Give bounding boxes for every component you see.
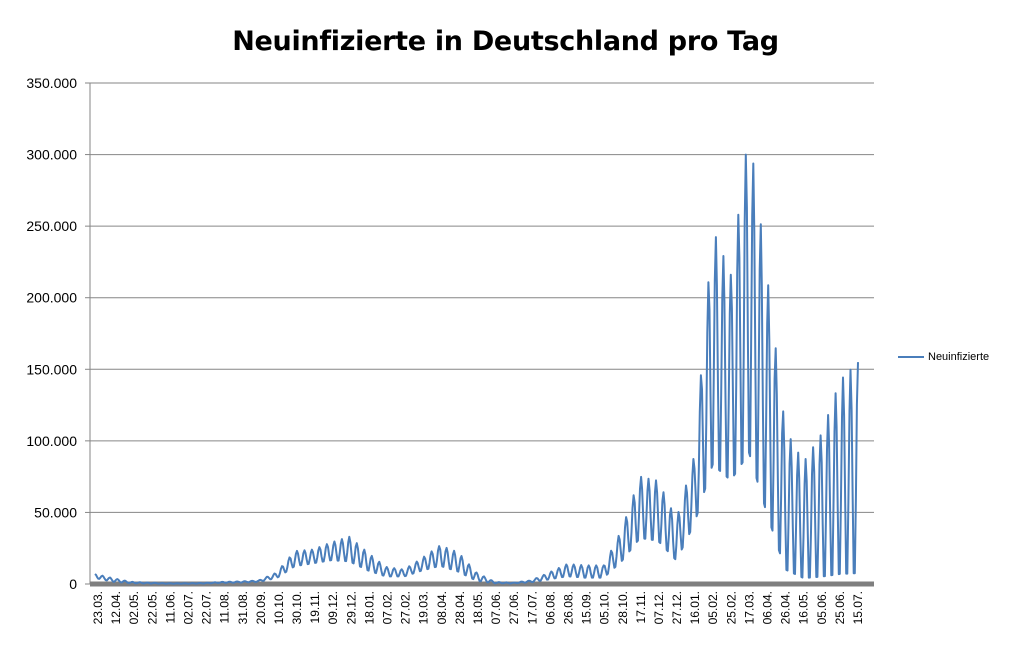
chart-title: Neuinfizierte in Deutschland pro Tag: [232, 26, 779, 57]
x-tick-label: 12.04.: [109, 591, 123, 624]
x-tick-label: 25.06.: [833, 591, 847, 624]
y-tick-label: 200.000: [26, 290, 77, 306]
y-tick-label: 100.000: [26, 433, 77, 449]
series-line-neuinfizierte: [94, 153, 859, 585]
x-tick-label: 07.12.: [652, 591, 666, 624]
x-tick-label: 15.07.: [851, 591, 865, 624]
y-tick-labels: 0 50.000 100.000 150.000 200.000 250.000 300.0…: [26, 75, 77, 592]
x-tick-label: 28.10.: [616, 591, 630, 624]
x-tick-label: 05.10.: [598, 591, 612, 624]
legend: Neuinfizierte: [898, 351, 989, 363]
x-tick-label: 28.04.: [453, 591, 467, 624]
x-tick-label: 26.08.: [561, 591, 575, 624]
x-tick-label: 06.08.: [543, 591, 557, 624]
x-tick-label: 07.02.: [381, 591, 395, 624]
x-tick-label: 19.11.: [308, 591, 322, 623]
legend-swatch: [898, 356, 924, 358]
x-tick-label: 16.01.: [688, 591, 702, 624]
x-tick-label: 22.05.: [145, 591, 159, 624]
y-tick-label: 50.000: [34, 504, 77, 520]
x-tick-label: 17.11.: [634, 591, 648, 623]
x-tick-label: 31.08.: [236, 591, 250, 624]
legend-label: Neuinfizierte: [928, 351, 990, 363]
y-tick-label: 300.000: [26, 147, 77, 163]
x-tick-label: 20.09.: [254, 591, 268, 624]
x-tick-label: 17.03.: [742, 591, 756, 624]
x-tick-label: 06.04.: [761, 591, 775, 624]
x-tick-label: 26.04.: [779, 591, 793, 624]
x-tick-label: 05.02.: [706, 591, 720, 624]
x-tick-label: 18.01.: [362, 591, 376, 624]
x-tick-label: 27.06.: [507, 591, 521, 624]
x-tick-label: 23.03.: [91, 591, 105, 624]
x-tick-label: 25.02.: [724, 591, 738, 624]
x-tick-label: 17.07.: [525, 591, 539, 624]
series-layer: [94, 153, 859, 585]
x-tick-label: 08.04.: [435, 591, 449, 624]
x-tick-labels: 23.03. 12.04. 02.05. 22.05. 11.06. 02.07. 22.0…: [91, 591, 865, 624]
y-tick-label: 250.000: [26, 218, 77, 234]
axes: [85, 82, 874, 587]
y-tick-label: 150.000: [26, 361, 77, 377]
x-tick-label: 16.05.: [797, 591, 811, 624]
x-tick-label: 15.09.: [580, 591, 594, 624]
x-tick-label: 11.08.: [218, 591, 232, 623]
x-tick-label: 22.07.: [200, 591, 214, 624]
x-tick-label: 10.10.: [272, 591, 286, 624]
grid-lines: [90, 82, 874, 513]
x-tick-label: 29.12.: [344, 591, 358, 624]
x-tick-label: 07.06.: [489, 591, 503, 624]
y-tick-label: 350.000: [26, 75, 77, 91]
x-tick-label: 02.05.: [127, 591, 141, 624]
x-tick-label: 19.03.: [417, 591, 431, 624]
x-tick-label: 18.05.: [471, 591, 485, 624]
x-tick-label: 11.06.: [163, 591, 177, 623]
y-tick-label: 0: [69, 576, 77, 592]
x-tick-label: 05.06.: [815, 591, 829, 624]
x-tick-label: 27.02.: [399, 591, 413, 624]
x-tick-label: 02.07.: [181, 591, 195, 624]
x-tick-label: 09.12.: [326, 591, 340, 624]
x-tick-label: 30.10.: [290, 591, 304, 624]
x-tick-label: 27.12.: [670, 591, 684, 624]
